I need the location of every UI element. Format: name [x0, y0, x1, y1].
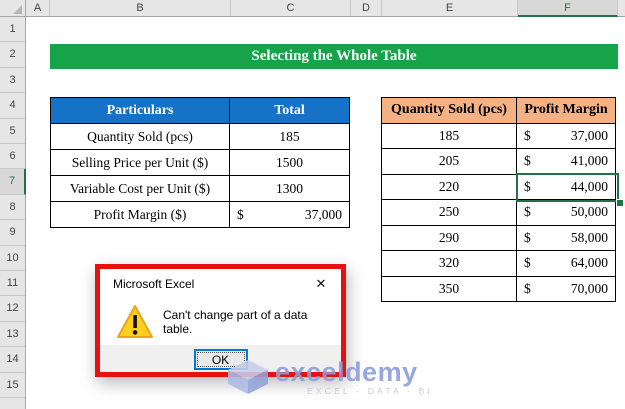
cell-amount: 70,000 — [570, 280, 608, 296]
fill-handle[interactable] — [616, 199, 624, 207]
currency-symbol: $ — [524, 255, 531, 271]
currency-symbol: $ — [524, 229, 531, 245]
data-table-margin-5[interactable]: $64,000 — [517, 251, 616, 277]
dialog-title: Microsoft Excel — [113, 277, 195, 291]
row-header-2[interactable]: 2 — [0, 42, 25, 68]
row-header-5[interactable]: 5 — [0, 119, 25, 144]
input-table-value-3[interactable]: $37,000 — [230, 202, 350, 228]
row-header-11[interactable]: 11 — [0, 271, 25, 297]
dialog-body: Can't change part of a data table. — [100, 299, 341, 345]
row-header-12[interactable]: 12 — [0, 296, 25, 322]
row-header-13[interactable]: 13 — [0, 322, 25, 348]
row-header-7[interactable]: 7 — [0, 169, 26, 195]
currency-symbol: $ — [524, 280, 531, 296]
currency-symbol: $ — [524, 153, 531, 169]
cell-amount: 37,000 — [570, 127, 608, 143]
input-table-value-1[interactable]: 1500 — [230, 150, 350, 176]
data-table-header-1[interactable]: Profit Margin — [517, 98, 616, 124]
watermark-tagline: EXCEL - DATA - BI — [307, 386, 434, 396]
select-all-corner[interactable] — [0, 0, 26, 16]
data-table-margin-2-selected[interactable]: $44,000 — [517, 174, 616, 200]
row-header-3[interactable]: 3 — [0, 68, 25, 94]
data-table-qty-6[interactable]: 350 — [382, 276, 517, 302]
cell-amount: 37,000 — [304, 206, 342, 222]
input-table-header-0[interactable]: Particulars — [51, 98, 230, 124]
data-table-qty-3[interactable]: 250 — [382, 200, 517, 226]
data-table-margin-4[interactable]: $58,000 — [517, 225, 616, 251]
row-header-10[interactable]: 10 — [0, 246, 25, 271]
data-table-margin-3[interactable]: $50,000 — [517, 200, 616, 226]
input-table-label-0[interactable]: Quantity Sold (pcs) — [51, 124, 230, 150]
currency-symbol: $ — [524, 178, 531, 194]
warning-triangle-icon — [117, 305, 153, 338]
input-table-header-1[interactable]: Total — [230, 98, 350, 124]
data-table-qty-2[interactable]: 220 — [382, 174, 517, 200]
column-header-d[interactable]: D — [351, 0, 382, 16]
column-header-e[interactable]: E — [382, 0, 518, 16]
data-table-qty-5[interactable]: 320 — [382, 251, 517, 277]
dialog-footer: OK — [100, 345, 341, 372]
row-header-6[interactable]: 6 — [0, 144, 25, 170]
dialog-title-bar[interactable]: Microsoft Excel ✕ — [100, 269, 341, 299]
data-table-qty-4[interactable]: 290 — [382, 225, 517, 251]
cell-amount: 41,000 — [570, 153, 608, 169]
data-table: Quantity Sold (pcs) Profit Margin 185 $37,0… — [381, 97, 616, 302]
row-header-8[interactable]: 8 — [0, 195, 25, 221]
data-table-header-0[interactable]: Quantity Sold (pcs) — [382, 98, 517, 124]
row-header-1[interactable]: 1 — [0, 17, 25, 43]
input-table-label-1[interactable]: Selling Price per Unit ($) — [51, 150, 230, 176]
cell-amount: 50,000 — [570, 204, 608, 220]
input-table-value-2[interactable]: 1300 — [230, 176, 350, 202]
data-table-margin-6[interactable]: $70,000 — [517, 276, 616, 302]
data-table-margin-1[interactable]: $41,000 — [517, 149, 616, 175]
currency-symbol: $ — [524, 204, 531, 220]
input-table-label-2[interactable]: Variable Cost per Unit ($) — [51, 176, 230, 202]
cell-amount: 58,000 — [570, 229, 608, 245]
currency-symbol: $ — [524, 127, 531, 143]
ok-button[interactable]: OK — [193, 349, 248, 370]
input-table: Particulars Total Quantity Sold (pcs) 185 Se… — [50, 97, 350, 228]
cell-amount: 44,000 — [570, 178, 608, 194]
row-header-4[interactable]: 4 — [0, 93, 25, 119]
column-header-f[interactable]: F — [518, 0, 618, 17]
row-header-14[interactable]: 14 — [0, 347, 25, 373]
data-table-qty-1[interactable]: 205 — [382, 149, 517, 175]
currency-symbol: $ — [237, 206, 244, 222]
input-table-value-0[interactable]: 185 — [230, 124, 350, 150]
data-table-qty-0[interactable]: 185 — [382, 123, 517, 149]
column-header-b[interactable]: B — [50, 0, 231, 16]
row-header-9[interactable]: 9 — [0, 220, 25, 246]
input-table-label-3[interactable]: Profit Margin ($) — [51, 202, 230, 228]
column-header-a[interactable]: A — [26, 0, 50, 16]
column-header-c[interactable]: C — [231, 0, 351, 16]
row-header-15[interactable]: 15 — [0, 373, 25, 398]
title-banner-cell[interactable]: Selecting the Whole Table — [50, 44, 618, 69]
data-table-margin-0[interactable]: $37,000 — [517, 123, 616, 149]
excel-alert-dialog: Microsoft Excel ✕ Can't change part of a… — [95, 264, 346, 377]
close-icon[interactable]: ✕ — [315, 276, 327, 291]
dialog-message: Can't change part of a data table. — [163, 308, 308, 336]
cell-amount: 64,000 — [570, 255, 608, 271]
row-header-strip: 1 2 3 4 5 6 7 8 9 10 11 12 13 14 15 — [0, 17, 26, 409]
